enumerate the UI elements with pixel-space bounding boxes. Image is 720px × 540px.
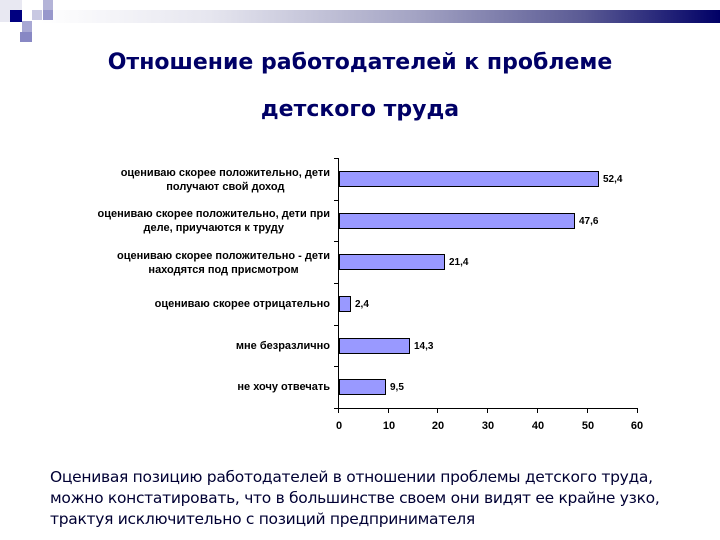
slide-title-line2: детского труда [260,97,460,122]
bar-value-label: 52,4 [603,174,623,185]
header-gradient-bar [40,10,720,23]
x-tick [537,408,538,413]
x-tick-label: 0 [335,420,343,432]
x-tick-label: 20 [431,420,445,432]
bar [339,296,351,312]
bar [339,213,575,229]
bar [339,254,445,270]
y-tick [334,241,339,242]
y-tick [334,325,339,326]
x-tick [637,408,638,413]
category-label: оцениваю скорее положительно - дети нахо… [117,249,330,277]
bar [339,171,599,187]
x-tick-label: 50 [581,420,595,432]
deco-square-mid4 [20,32,32,42]
category-label-line: оцениваю скорее положительно, дети при [97,208,330,220]
x-tick [587,408,588,413]
category-label-line: не хочу отвечать [237,381,330,393]
y-tick [334,158,339,159]
category-label: оцениваю скорее положительно, дети при д… [98,207,330,235]
x-tick-label: 30 [481,420,495,432]
category-label-line: оцениваю скорее отрицательно [154,298,330,310]
category-label: оцениваю скорее положительно, дети получ… [121,166,330,194]
category-label-line: деле, приучаются к труду [143,222,284,234]
category-label-line: находятся под присмотром [148,264,299,276]
category-label: оцениваю скорее отрицательно [155,297,330,311]
category-label-line: получают свой доход [166,181,285,193]
bar [339,338,410,354]
category-label: не хочу отвечать [237,380,330,394]
x-tick [338,408,339,413]
y-tick [334,283,339,284]
y-tick [334,200,339,201]
y-tick [334,408,339,409]
x-tick-label: 10 [382,420,396,432]
bar-value-label: 9,5 [390,382,404,393]
bar-value-label: 47,6 [579,216,599,227]
slide-title-line1: Отношение работодателей к проблеме [107,50,613,75]
x-tick [437,408,438,413]
y-tick [334,366,339,367]
x-tick-label: 60 [630,420,644,432]
x-tick [388,408,389,413]
x-tick-label: 40 [531,420,545,432]
bar [339,379,386,395]
slide-caption: Оценивая позицию работодателей в отношен… [50,468,660,528]
deco-square-light2 [32,10,42,20]
category-label-line: оцениваю скорее положительно - дети [117,250,330,262]
bar-value-label: 14,3 [414,341,434,352]
x-tick [487,408,488,413]
deco-square-mid3 [22,21,32,32]
category-label-line: оцениваю скорее положительно, дети [120,167,330,179]
category-label-line: мне безразлично [235,340,330,352]
x-axis [338,408,638,409]
deco-square-mid2 [43,10,53,20]
deco-square-dark [10,10,22,22]
bar-value-label: 2,4 [355,299,369,310]
category-label: мне безразлично [236,339,330,353]
bar-value-label: 21,4 [449,257,469,268]
